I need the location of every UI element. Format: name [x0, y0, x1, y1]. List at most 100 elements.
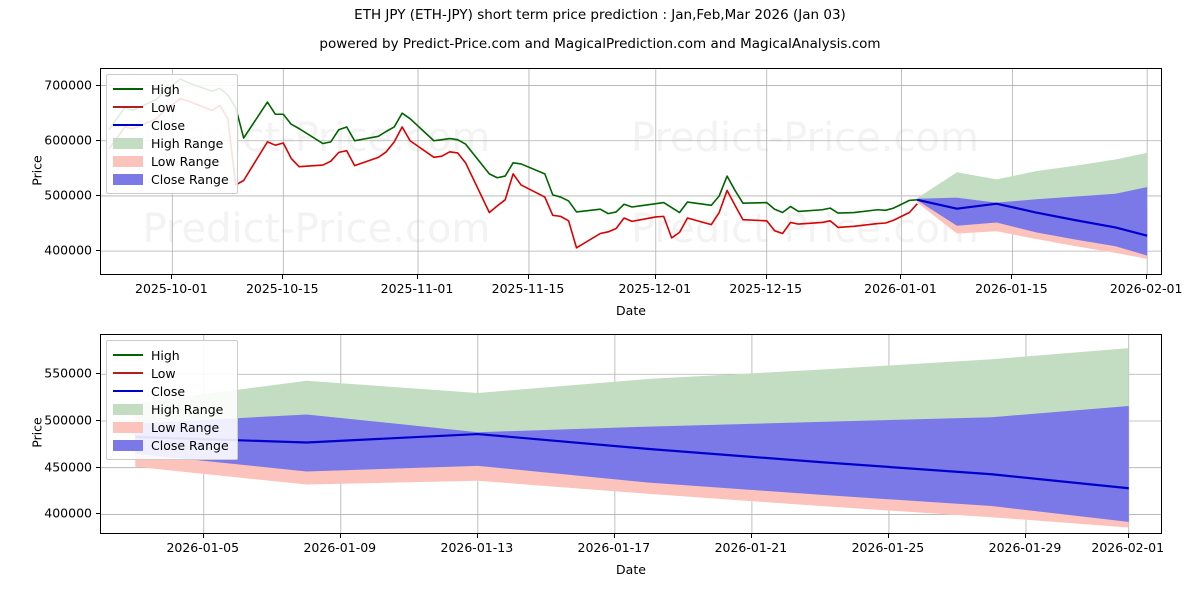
y-tick-mark — [96, 466, 100, 468]
x-tick-mark — [282, 275, 284, 279]
x-tick-label: 2025-10-15 — [245, 281, 319, 296]
legend-swatch-high-range-icon — [113, 137, 143, 149]
x-tick-label: 2026-01-21 — [714, 540, 788, 555]
forecast-detail-chart — [100, 334, 1162, 534]
x-tick-label: 2026-01-05 — [166, 540, 240, 555]
legend-item-close[interactable]: Close — [113, 382, 229, 400]
y-tick-mark — [96, 250, 100, 252]
x-tick-mark — [1146, 275, 1148, 279]
x-tick-mark — [527, 275, 529, 279]
page-title: ETH JPY (ETH-JPY) short term price predi… — [354, 7, 846, 23]
legend-item-close-range[interactable]: Close Range — [113, 170, 229, 188]
legend-item-close-range[interactable]: Close Range — [113, 436, 229, 454]
legend-item-label: Close — [151, 383, 186, 399]
y-tick-mark — [96, 373, 100, 375]
legend-swatch-close-icon — [113, 119, 143, 131]
legend-item-label: Low — [151, 365, 176, 381]
legend-swatch-high-icon — [113, 349, 143, 361]
x-tick-mark — [171, 275, 173, 279]
y-tick-label: 500000 — [44, 412, 92, 428]
x-tick-label: 2026-02-01 — [1091, 540, 1165, 555]
legend-swatch-high-icon — [113, 83, 143, 95]
y-tick-label: 700000 — [44, 77, 92, 93]
legend-swatch-low-icon — [113, 101, 143, 113]
band-low-range — [135, 453, 1129, 528]
legend-item-label: Low Range — [151, 419, 220, 435]
page-subtitle: powered by Predict-Price.com and Magical… — [319, 36, 881, 52]
x-tick-mark — [887, 534, 889, 538]
x-tick-mark — [765, 275, 767, 279]
x-tick-label: 2026-01-29 — [988, 540, 1062, 555]
x-tick-label: 2025-11-01 — [380, 281, 454, 296]
x-tick-mark — [476, 534, 478, 538]
overview-legend[interactable]: High Low Close High Range Low Range Close Ran… — [106, 74, 238, 194]
legend-item-low[interactable]: Low — [113, 98, 229, 116]
overview-x-axis-label: Date — [616, 303, 646, 318]
y-tick-mark — [96, 513, 100, 515]
legend-item-label: High — [151, 347, 180, 363]
legend-item-high[interactable]: High — [113, 80, 229, 98]
band-low-range — [917, 200, 1148, 259]
legend-swatch-low-icon — [113, 367, 143, 379]
x-tick-label: 2026-02-01 — [1109, 281, 1183, 296]
overview-chart — [100, 68, 1162, 275]
legend-item-low-range[interactable]: Low Range — [113, 418, 229, 436]
x-tick-label: 2026-01-13 — [440, 540, 514, 555]
legend-swatch-low-range-icon — [113, 155, 143, 167]
x-tick-mark — [900, 275, 902, 279]
legend-item-low-range[interactable]: Low Range — [113, 152, 229, 170]
legend-item-label: Close — [151, 117, 186, 133]
x-tick-label: 2025-12-01 — [618, 281, 692, 296]
x-tick-label: 2026-01-15 — [975, 281, 1048, 296]
x-tick-mark — [1127, 534, 1129, 538]
band-close-range — [135, 406, 1129, 524]
y-tick-mark — [96, 84, 100, 86]
forecast-detail-legend[interactable]: High Low Close High Range Low Range Close Ran… — [106, 340, 238, 460]
x-tick-label: 2025-12-15 — [729, 281, 803, 296]
legend-item-label: Low — [151, 99, 176, 115]
y-tick-label: 500000 — [44, 187, 92, 203]
legend-swatch-close-icon — [113, 385, 143, 397]
y-tick-label: 400000 — [44, 242, 92, 258]
x-tick-mark — [1024, 534, 1026, 538]
legend-item-label: High Range — [151, 135, 224, 151]
legend-item-label: High — [151, 81, 180, 97]
x-tick-label: 2026-01-17 — [577, 540, 651, 555]
x-tick-mark — [1011, 275, 1013, 279]
forecast-detail-plot — [101, 335, 1161, 533]
x-tick-label: 2025-10-01 — [135, 281, 208, 296]
legend-item-high-range[interactable]: High Range — [113, 134, 229, 152]
x-tick-label: 2026-01-09 — [303, 540, 377, 555]
legend-item-label: Low Range — [151, 153, 220, 169]
x-tick-label: 2025-11-15 — [491, 281, 565, 296]
x-tick-label: 2026-01-25 — [851, 540, 925, 555]
x-tick-mark — [202, 534, 204, 538]
legend-item-high-range[interactable]: High Range — [113, 400, 229, 418]
y-tick-label: 400000 — [44, 505, 92, 521]
legend-item-label: High Range — [151, 401, 224, 417]
legend-swatch-high-range-icon — [113, 403, 143, 415]
series-close — [135, 432, 1129, 490]
x-tick-mark — [339, 534, 341, 538]
x-tick-mark — [750, 534, 752, 538]
forecast-x-axis-label: Date — [616, 562, 646, 577]
legend-item-label: Close Range — [151, 171, 229, 187]
y-tick-mark — [96, 139, 100, 141]
x-tick-mark — [613, 534, 615, 538]
x-tick-label: 2026-01-01 — [864, 281, 937, 296]
y-tick-label: 450000 — [44, 459, 92, 475]
legend-item-close[interactable]: Close — [113, 116, 229, 134]
legend-item-low[interactable]: Low — [113, 364, 229, 382]
y-tick-label: 550000 — [44, 365, 92, 381]
x-tick-mark — [654, 275, 656, 279]
legend-item-high[interactable]: High — [113, 346, 229, 364]
title-block: ETH JPY (ETH-JPY) short term price predi… — [0, 0, 1200, 58]
series-close — [917, 198, 1148, 237]
y-tick-mark — [96, 194, 100, 196]
legend-swatch-close-range-icon — [113, 173, 143, 185]
legend-swatch-low-range-icon — [113, 421, 143, 433]
x-tick-mark — [417, 275, 418, 279]
legend-swatch-close-range-icon — [113, 439, 143, 451]
overview-plot — [101, 69, 1161, 274]
